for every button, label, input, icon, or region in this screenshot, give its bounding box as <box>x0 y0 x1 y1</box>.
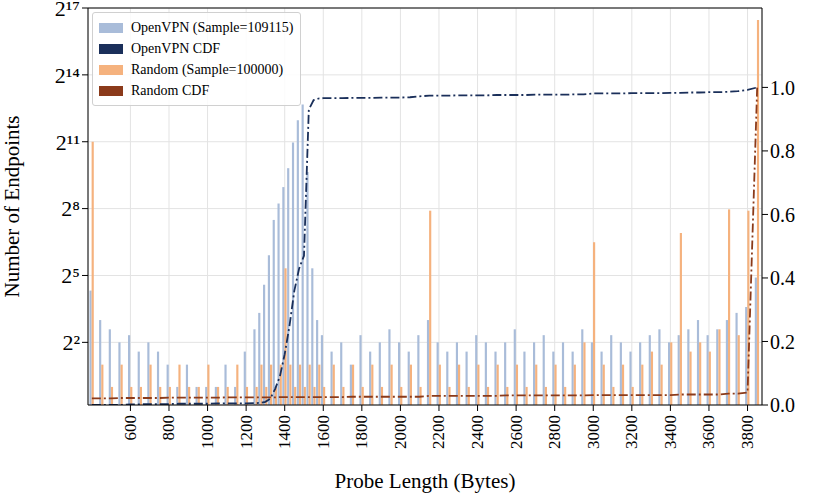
svg-text:2000: 2000 <box>391 415 410 449</box>
svg-text:2¹⁴: 2¹⁴ <box>55 63 81 88</box>
svg-text:3800: 3800 <box>738 415 757 449</box>
svg-text:2²: 2² <box>62 330 80 355</box>
svg-text:Probe Length (Bytes): Probe Length (Bytes) <box>335 469 516 493</box>
svg-text:1.0: 1.0 <box>770 77 795 99</box>
html-text:Random (Sample=100000): Random (Sample=100000) <box>131 62 284 77</box>
svg-text:2600: 2600 <box>507 415 526 449</box>
svg-text:2400: 2400 <box>468 415 487 449</box>
svg-text:0.8: 0.8 <box>770 140 795 162</box>
svg-text:2200: 2200 <box>429 415 448 449</box>
svg-text:1600: 1600 <box>314 415 333 449</box>
svg-text:Number of Endpoints: Number of Endpoints <box>8 116 24 298</box>
html-text:OpenVPN CDF: OpenVPN CDF <box>131 41 221 56</box>
svg-text:2⁸: 2⁸ <box>61 196 80 221</box>
svg-text:600: 600 <box>121 415 140 441</box>
svg-text:2800: 2800 <box>545 415 564 449</box>
svg-text:3600: 3600 <box>699 415 718 449</box>
svg-text:3400: 3400 <box>661 415 680 449</box>
svg-text:1000: 1000 <box>198 415 217 449</box>
svg-text:2⁵: 2⁵ <box>61 263 80 288</box>
svg-text:2¹⁷: 2¹⁷ <box>55 0 80 21</box>
svg-text:0.4: 0.4 <box>770 267 795 289</box>
svg-text:0.2: 0.2 <box>770 331 795 353</box>
svg-text:2¹¹: 2¹¹ <box>56 130 80 155</box>
svg-text:1800: 1800 <box>352 415 371 449</box>
html-text:Random CDF: Random CDF <box>131 83 210 98</box>
svg-text:0.6: 0.6 <box>770 204 795 226</box>
svg-text:800: 800 <box>159 415 178 441</box>
svg-text:0.0: 0.0 <box>770 394 795 416</box>
html-text:OpenVPN (Sample=109115): OpenVPN (Sample=109115) <box>131 20 294 35</box>
svg-text:1400: 1400 <box>275 415 294 449</box>
svg-text:1200: 1200 <box>237 415 256 449</box>
svg-text:3200: 3200 <box>622 415 641 449</box>
svg-text:3000: 3000 <box>584 415 603 449</box>
